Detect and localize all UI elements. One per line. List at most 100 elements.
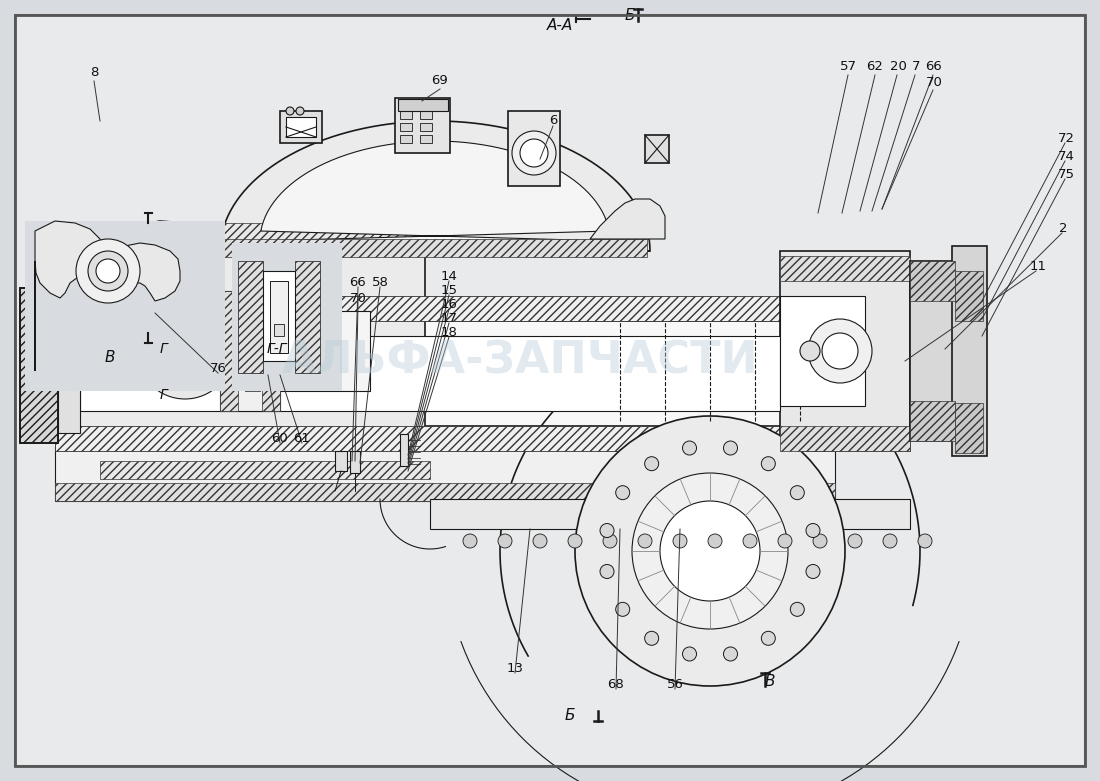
Circle shape (156, 314, 166, 323)
Text: А-А: А-А (547, 19, 573, 34)
Circle shape (603, 534, 617, 548)
Circle shape (682, 441, 696, 455)
Bar (220, 291, 280, 411)
Text: 56: 56 (667, 679, 683, 691)
Circle shape (673, 534, 688, 548)
Bar (55, 426, 835, 451)
Bar (308, 351, 338, 381)
Bar (350, 451, 360, 473)
Circle shape (463, 534, 477, 548)
Bar (270, 311, 370, 391)
Text: Г: Г (160, 388, 167, 402)
Circle shape (848, 534, 862, 548)
Circle shape (822, 333, 858, 369)
Polygon shape (55, 221, 425, 479)
Circle shape (761, 457, 776, 471)
Circle shape (883, 534, 896, 548)
Text: 8: 8 (90, 66, 98, 80)
Circle shape (204, 314, 213, 323)
Circle shape (800, 341, 820, 361)
Circle shape (153, 319, 217, 383)
Text: 11: 11 (1030, 261, 1046, 273)
Text: 70: 70 (350, 291, 366, 305)
Circle shape (918, 534, 932, 548)
Text: В: В (104, 350, 116, 365)
Bar (280, 111, 322, 143)
Text: 14: 14 (441, 270, 458, 284)
Circle shape (742, 534, 757, 548)
Circle shape (761, 631, 776, 645)
Text: 61: 61 (294, 433, 310, 445)
Circle shape (172, 307, 182, 317)
Bar (295, 261, 320, 373)
Bar (400, 434, 408, 466)
Text: В: В (764, 673, 776, 689)
Bar (20, 288, 58, 443)
Bar (910, 261, 955, 441)
Bar (780, 296, 865, 406)
Text: 76: 76 (210, 362, 227, 376)
Circle shape (724, 441, 737, 455)
Bar (910, 401, 955, 441)
Bar (312, 353, 322, 378)
Text: 2: 2 (1058, 223, 1067, 236)
Circle shape (76, 239, 140, 303)
Circle shape (808, 319, 872, 383)
Bar (395, 98, 450, 153)
Bar (955, 403, 983, 453)
Circle shape (638, 534, 652, 548)
Polygon shape (220, 121, 650, 251)
Circle shape (520, 139, 548, 167)
Circle shape (724, 647, 737, 661)
Bar (55, 321, 835, 426)
Text: 17: 17 (440, 312, 458, 326)
Text: 66: 66 (350, 276, 366, 290)
Text: 6: 6 (549, 115, 558, 127)
Bar (232, 243, 342, 391)
Bar (400, 123, 412, 131)
Circle shape (806, 565, 820, 579)
Bar (262, 291, 280, 411)
Bar (400, 111, 412, 119)
Text: Г-Г: Г-Г (266, 342, 287, 356)
Circle shape (286, 107, 294, 115)
Bar (780, 256, 910, 281)
Circle shape (138, 303, 233, 399)
Polygon shape (590, 199, 666, 239)
Text: 75: 75 (1057, 167, 1075, 180)
Text: 68: 68 (607, 679, 625, 691)
Circle shape (682, 647, 696, 661)
Bar (222, 239, 647, 257)
Text: 66: 66 (925, 60, 943, 73)
Bar (955, 271, 983, 321)
Circle shape (167, 333, 204, 369)
Bar (100, 223, 430, 241)
Circle shape (813, 534, 827, 548)
Bar (508, 111, 560, 186)
Circle shape (778, 534, 792, 548)
Bar (780, 251, 910, 451)
Text: Б: Б (564, 708, 575, 723)
Text: 60: 60 (272, 433, 288, 445)
Bar (25, 221, 226, 391)
Circle shape (296, 107, 304, 115)
Circle shape (145, 326, 155, 336)
Circle shape (616, 602, 629, 616)
Circle shape (534, 534, 547, 548)
Bar (238, 261, 263, 373)
Text: 69: 69 (431, 74, 449, 87)
Bar (645, 135, 669, 163)
Text: 57: 57 (839, 60, 857, 73)
Bar (55, 296, 835, 321)
Bar (286, 117, 316, 137)
Circle shape (708, 534, 722, 548)
Circle shape (645, 631, 659, 645)
Text: 62: 62 (867, 60, 883, 73)
Bar (398, 99, 448, 111)
Text: 58: 58 (372, 276, 388, 290)
Circle shape (632, 473, 788, 629)
Bar (55, 483, 835, 501)
Circle shape (188, 307, 198, 317)
Circle shape (645, 457, 659, 471)
Text: 16: 16 (441, 298, 458, 312)
